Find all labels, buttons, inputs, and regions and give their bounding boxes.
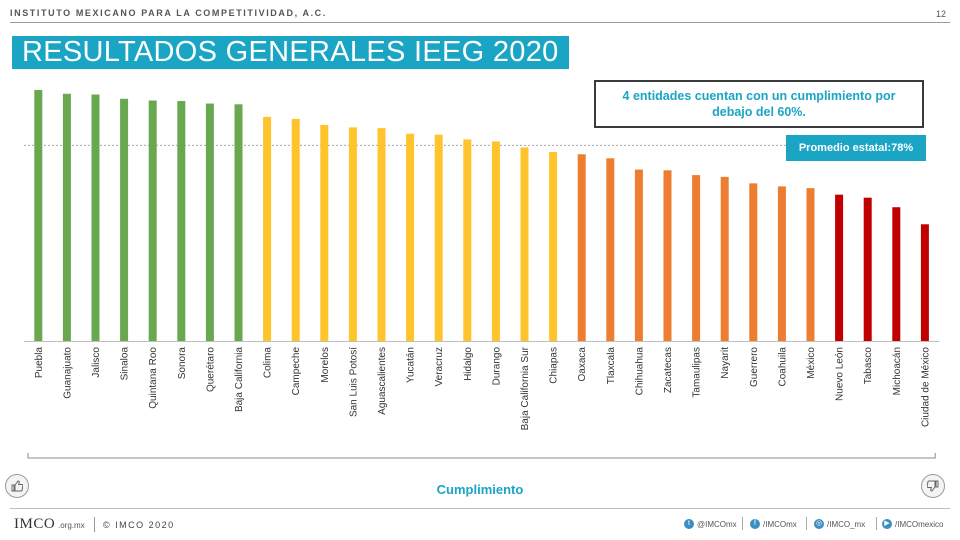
tick-label: Coahuila bbox=[777, 347, 788, 387]
tick-label: Zacatecas bbox=[663, 347, 674, 393]
tick-label: Jalisco bbox=[91, 347, 102, 378]
social-separator bbox=[876, 517, 877, 530]
tick-label: Guanajuato bbox=[62, 347, 73, 399]
social-separator bbox=[742, 517, 743, 530]
bar bbox=[577, 154, 586, 341]
twitter-icon: t bbox=[684, 519, 694, 529]
slide-title: RESULTADOS GENERALES IEEG 2020 bbox=[12, 36, 569, 69]
bar bbox=[177, 101, 186, 341]
tick-label: Sonora bbox=[177, 347, 188, 380]
thumbs-up-icon[interactable] bbox=[5, 474, 29, 498]
tick-label: Tlaxcala bbox=[606, 347, 617, 385]
x-axis-label: Cumplimiento bbox=[436, 482, 524, 497]
axis-bracket bbox=[27, 453, 936, 459]
bar bbox=[148, 100, 157, 342]
bar bbox=[777, 186, 786, 341]
instagram-icon: ◎ bbox=[814, 519, 824, 529]
copyright: © IMCO 2020 bbox=[103, 520, 175, 530]
bar bbox=[549, 151, 558, 341]
bar bbox=[406, 133, 415, 341]
tick-label: Nuevo León bbox=[835, 347, 846, 401]
footer-separator bbox=[94, 517, 95, 532]
bar bbox=[234, 104, 243, 341]
page-number: 12 bbox=[935, 9, 946, 19]
tick-label: Querétaro bbox=[205, 347, 216, 392]
bar bbox=[634, 169, 643, 341]
thumbs-down-icon[interactable] bbox=[921, 474, 945, 498]
bar bbox=[720, 176, 729, 341]
tick-label: Quintana Roo bbox=[148, 347, 159, 409]
average-label: Promedio estatal:78% bbox=[798, 142, 914, 154]
tick-label: Baja California bbox=[234, 347, 245, 412]
bar bbox=[606, 158, 615, 341]
tick-label: Tabasco bbox=[863, 347, 874, 385]
bar bbox=[120, 98, 129, 341]
bar bbox=[806, 188, 815, 341]
tick-label: Morelos bbox=[320, 347, 331, 383]
bar bbox=[320, 124, 329, 341]
bar bbox=[377, 128, 386, 341]
tick-label: Chihuahua bbox=[634, 347, 645, 396]
tick-label: Hidalgo bbox=[463, 347, 474, 381]
bar bbox=[892, 207, 901, 341]
bar bbox=[835, 194, 844, 341]
header-divider bbox=[10, 22, 950, 23]
bar bbox=[863, 197, 872, 341]
tick-label: Colima bbox=[263, 347, 274, 379]
tick-label: Nayarit bbox=[720, 347, 731, 379]
bar bbox=[749, 183, 758, 341]
imco-logo: IMCO bbox=[14, 516, 56, 532]
bar bbox=[663, 170, 672, 341]
bar bbox=[491, 141, 500, 341]
thumbs-down-glyph bbox=[927, 480, 939, 492]
tick-label: Tamaulipas bbox=[692, 347, 703, 398]
tick-label: San Luis Potosí bbox=[348, 347, 359, 417]
tick-label: Michoacán bbox=[892, 347, 903, 395]
bar bbox=[291, 118, 300, 342]
bar bbox=[62, 93, 71, 341]
social-label: @IMCOmx bbox=[697, 519, 737, 529]
callout-text: 4 entidades cuentan con un cumplimiento … bbox=[622, 89, 896, 119]
tick-label: Campeche bbox=[291, 347, 302, 396]
tick-label: Chiapas bbox=[549, 347, 560, 384]
callout-box: 4 entidades cuentan con un cumplimiento … bbox=[594, 80, 924, 128]
logo-domain: .org.mx bbox=[58, 521, 85, 530]
bar bbox=[91, 94, 100, 341]
bar bbox=[205, 103, 214, 341]
tick-label: Yucatán bbox=[406, 347, 417, 383]
footer-divider bbox=[10, 508, 950, 509]
social-youtube[interactable]: ▶ /IMCOmexico bbox=[882, 519, 943, 529]
bar bbox=[348, 127, 357, 341]
tick-label: Sinaloa bbox=[120, 347, 131, 381]
social-instagram[interactable]: ◎ /IMCO_mx bbox=[814, 519, 865, 529]
youtube-icon: ▶ bbox=[882, 519, 892, 529]
tick-label: Ciudad de México bbox=[920, 347, 931, 427]
social-separator bbox=[806, 517, 807, 530]
social-label: /IMCOmexico bbox=[895, 519, 944, 529]
tick-label: Oaxaca bbox=[577, 347, 588, 382]
tick-label: México bbox=[806, 347, 817, 379]
organization-name: INSTITUTO MEXICANO PARA LA COMPETITIVIDA… bbox=[10, 8, 327, 18]
social-facebook[interactable]: f /IMCOmx bbox=[750, 519, 797, 529]
bar bbox=[920, 224, 929, 341]
thumbs-up-glyph bbox=[11, 480, 23, 492]
tick-label: Veracruz bbox=[434, 347, 445, 386]
bar bbox=[520, 147, 529, 341]
social-twitter[interactable]: t @IMCOmx bbox=[684, 519, 737, 529]
tick-label: Guerrero bbox=[749, 347, 760, 387]
facebook-icon: f bbox=[750, 519, 760, 529]
tick-label: Aguascalientes bbox=[377, 347, 388, 415]
tick-label: Durango bbox=[491, 347, 502, 386]
bar bbox=[692, 175, 701, 341]
social-label: /IMCO_mx bbox=[827, 519, 866, 529]
bar bbox=[263, 116, 272, 342]
social-label: /IMCOmx bbox=[763, 519, 797, 529]
bar bbox=[34, 90, 43, 341]
average-badge: Promedio estatal:78% bbox=[786, 135, 926, 161]
tick-label: Puebla bbox=[34, 347, 45, 379]
bar bbox=[434, 134, 443, 341]
bar bbox=[463, 139, 472, 341]
tick-label: Baja California Sur bbox=[520, 346, 531, 430]
